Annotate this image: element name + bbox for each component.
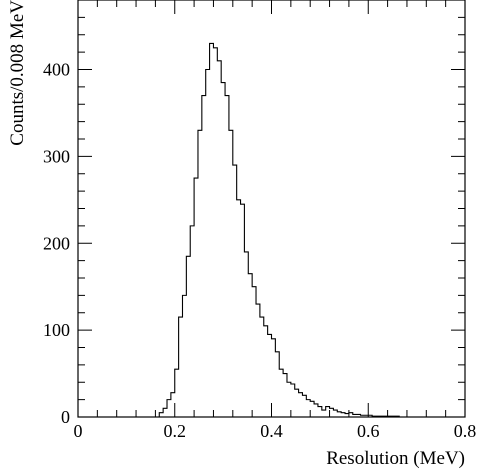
x-tick-label: 0.6 <box>357 421 380 441</box>
tick-labels: 0 0.2 0.4 0.6 0.8 0 100 200 300 400 <box>43 60 476 442</box>
y-tick-label: 400 <box>43 60 70 80</box>
y-axis-label: Counts/0.008 MeV <box>7 0 28 146</box>
y-tick-label: 100 <box>43 320 70 340</box>
x-tick-label: 0.8 <box>454 421 477 441</box>
x-tick-label: 0 <box>74 421 83 441</box>
y-tick-label: 200 <box>43 233 70 253</box>
x-tick-label: 0.2 <box>164 421 187 441</box>
x-tick-label: 0.4 <box>260 421 283 441</box>
y-tick-label: 300 <box>43 146 70 166</box>
y-tick-label: 0 <box>61 407 70 427</box>
histogram-series <box>155 42 431 418</box>
x-axis-label: Resolution (MeV) <box>326 448 465 469</box>
plot-frame <box>77 0 466 418</box>
axis-ticks <box>77 0 466 418</box>
